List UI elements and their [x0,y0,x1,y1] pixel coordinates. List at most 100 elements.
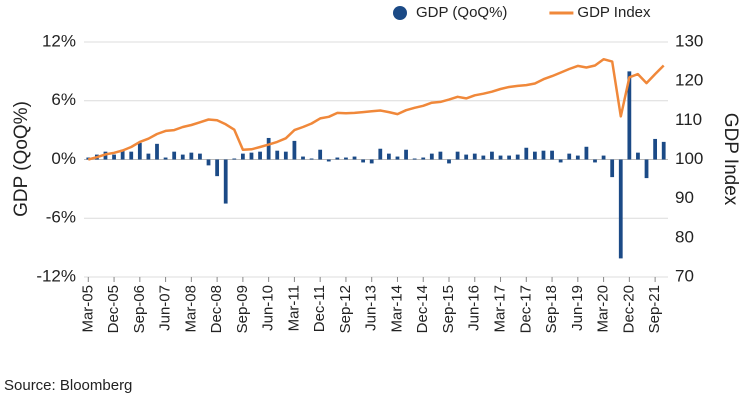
bar [120,149,125,160]
x-tick-label: Mar-20 [595,285,612,333]
y2-tick-label: 80 [675,227,694,246]
legend-label: GDP Index [577,4,651,21]
bar [584,146,589,160]
y-tick-label: 0% [51,149,76,168]
bar [472,153,477,160]
bar [352,156,357,160]
bar [601,155,606,160]
source: Source: Bloomberg [4,377,132,394]
x-tick-label: Mar-17 [491,285,508,333]
bar [661,141,666,160]
bar [112,154,116,160]
bar [223,159,228,204]
bar [541,150,546,160]
bar [240,153,245,160]
x-tick-label: Dec-05 [105,285,122,333]
bar [206,159,211,166]
bar [395,156,400,160]
bar [155,143,159,160]
bar [481,155,486,160]
bar [378,148,383,160]
bar [180,154,185,160]
y2-tick-label: 110 [675,110,702,129]
y-axis-label: GDP (QoQ%) [11,101,32,217]
y2-axis-label: GDP Index [720,113,741,206]
bar [309,158,314,160]
x-tick-label: Sep-09 [234,285,251,333]
bar [550,150,554,160]
x-tick-label: Dec-11 [311,285,328,332]
bar [232,158,237,160]
bar [498,155,503,160]
bar [283,151,288,160]
bar [146,153,151,160]
bar [275,150,280,160]
y2-tick-label: 100 [675,149,703,168]
x-tick-label: Dec-08 [208,285,225,333]
y-tick-label: 6% [51,90,76,109]
bar [438,151,443,160]
bar [627,71,632,160]
y-tick-label: -6% [46,208,76,227]
x-tick-label: Jun-19 [569,285,586,331]
y-tick-label: 12% [42,31,76,50]
y2-tick-label: 130 [675,31,703,50]
x-tick-label: Sep-18 [543,285,560,333]
bar [369,159,374,164]
bar [215,159,220,177]
bar [429,153,434,160]
y2-tick-label: 90 [675,188,694,207]
bar [172,151,177,160]
bar [618,159,623,259]
bar [301,156,305,160]
y2-tick-label: 70 [675,266,694,285]
bar [386,153,391,160]
bar [344,157,348,160]
line [87,57,665,161]
x-tick-label: Mar-11 [285,285,302,331]
bar [137,142,142,160]
bar [464,154,469,160]
x-tick-label: Jun-07 [157,285,174,331]
x-tick-label: Sep-21 [646,285,663,333]
bar [524,147,529,160]
bar [361,159,366,163]
bar [292,140,297,160]
bar [558,159,563,163]
bar [507,155,512,160]
legend-label: GDP (QoQ%) [416,4,507,21]
x-tick-label: Sep-15 [440,285,457,333]
y-tick-label: -12% [36,266,76,285]
bar [610,159,615,178]
x-tick-label: Mar-14 [388,285,405,333]
bar [412,158,417,160]
x-tick-label: Jun-10 [260,285,277,331]
bar [404,149,408,160]
x-tick-label: Mar-05 [79,285,96,333]
bar [644,159,649,179]
bar [455,151,460,160]
bar [490,151,494,160]
bar [567,153,572,160]
bar [163,157,168,160]
bar [258,151,262,160]
x-tick-label: Sep-12 [337,285,354,333]
x-tick-label: Dec-17 [517,285,534,333]
bar [129,151,134,160]
bar [189,152,194,160]
y2-tick-label: 120 [675,71,703,90]
bar [318,149,323,160]
x-tick-label: Jun-13 [363,285,380,331]
bar [447,159,451,164]
legend-marker [393,6,407,20]
x-tick-label: Dec-20 [620,285,637,333]
bar [266,137,271,160]
bar [515,154,520,160]
bar [421,157,426,160]
bar [326,159,331,162]
bar [249,152,254,160]
x-tick-label: Dec-14 [414,285,431,333]
bar [636,152,640,160]
bar [653,138,658,160]
